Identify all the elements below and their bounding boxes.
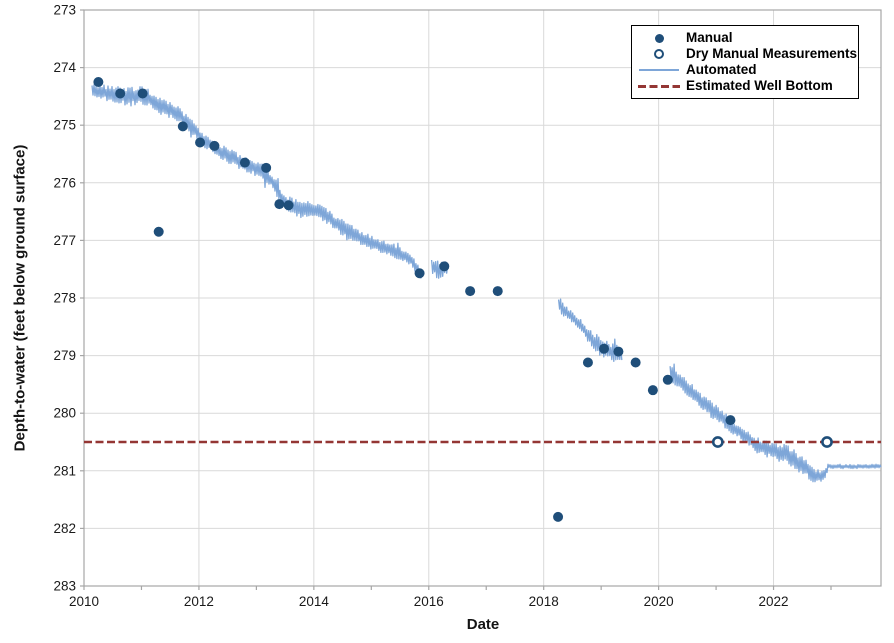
manual-point — [492, 286, 503, 297]
legend-marker-cell — [632, 84, 686, 88]
y-tick-label: 282 — [53, 521, 76, 536]
manual-point — [599, 343, 610, 354]
y-tick-label: 283 — [53, 579, 76, 594]
legend-label-dry-manual: Dry Manual Measurements — [686, 46, 858, 61]
manual-point — [115, 88, 126, 99]
manual-point — [274, 199, 285, 210]
x-tick-label: 2012 — [184, 594, 214, 609]
manual-point — [283, 200, 294, 211]
manual-point — [647, 385, 658, 396]
manual-point — [93, 77, 104, 87]
manual-point — [153, 226, 164, 237]
y-tick-label: 278 — [53, 291, 76, 306]
y-tick-label: 281 — [53, 463, 76, 478]
y-tick-label: 280 — [53, 406, 76, 421]
manual-point — [209, 140, 220, 151]
dry-manual-point — [821, 436, 833, 448]
line-sample-icon — [639, 68, 679, 72]
automated-line-segment — [669, 363, 882, 483]
x-axis-title: Date — [466, 616, 500, 633]
manual-point — [195, 137, 206, 148]
legend: Manual Dry Manual Measurements Automated… — [631, 25, 859, 99]
legend-marker-cell — [632, 68, 686, 72]
y-tick-label: 274 — [53, 60, 76, 75]
gridlines — [84, 10, 881, 586]
y-tick-label: 279 — [53, 348, 76, 363]
legend-item-well-bottom: Estimated Well Bottom — [632, 78, 854, 94]
manual-point — [662, 374, 673, 385]
manual-point — [553, 511, 564, 522]
manual-point — [414, 268, 425, 279]
x-tick-label: 2010 — [69, 594, 99, 609]
manual-point — [439, 261, 450, 272]
legend-label-automated: Automated — [686, 62, 757, 77]
filled-circle-icon — [654, 33, 664, 43]
x-tick-label: 2020 — [644, 594, 674, 609]
manual-point — [137, 88, 148, 99]
y-tick-label: 276 — [53, 175, 76, 190]
manual-point — [725, 415, 736, 426]
tick-labels: 2010 2012 2014 2016 2018 2020 2022 273 274 275 276… — [53, 3, 788, 610]
series-manual — [93, 77, 736, 522]
automated-line-segment — [91, 84, 423, 279]
dry-manual-point — [711, 436, 724, 448]
y-tick-label: 275 — [53, 118, 76, 133]
legend-label-well-bottom: Estimated Well Bottom — [686, 78, 833, 93]
series-dry-manual — [711, 436, 833, 448]
x-tick-label: 2014 — [299, 594, 330, 609]
x-tick-label: 2022 — [759, 594, 789, 609]
manual-point — [261, 162, 272, 173]
y-tick-label: 273 — [53, 3, 76, 18]
manual-point — [465, 286, 476, 297]
open-circle-icon — [654, 49, 664, 59]
legend-label-manual: Manual — [686, 30, 733, 45]
dashed-line-sample-icon — [638, 84, 680, 88]
legend-item-automated: Automated — [632, 62, 854, 78]
y-tick-label: 277 — [53, 233, 76, 248]
y-axis-title: Depth-to-water (feet below ground surfac… — [11, 144, 29, 452]
x-tick-label: 2016 — [414, 594, 444, 609]
manual-point — [613, 346, 624, 357]
legend-marker-cell — [632, 49, 686, 59]
manual-point — [177, 121, 188, 132]
legend-item-manual: Manual — [632, 30, 854, 46]
manual-point — [630, 357, 641, 368]
axis-ticks — [80, 9, 832, 590]
legend-item-dry-manual: Dry Manual Measurements — [632, 46, 858, 62]
legend-marker-cell — [632, 33, 686, 43]
manual-point — [582, 357, 593, 368]
manual-point — [239, 157, 250, 168]
x-tick-label: 2018 — [529, 594, 559, 609]
automated-line-segment — [557, 298, 623, 363]
